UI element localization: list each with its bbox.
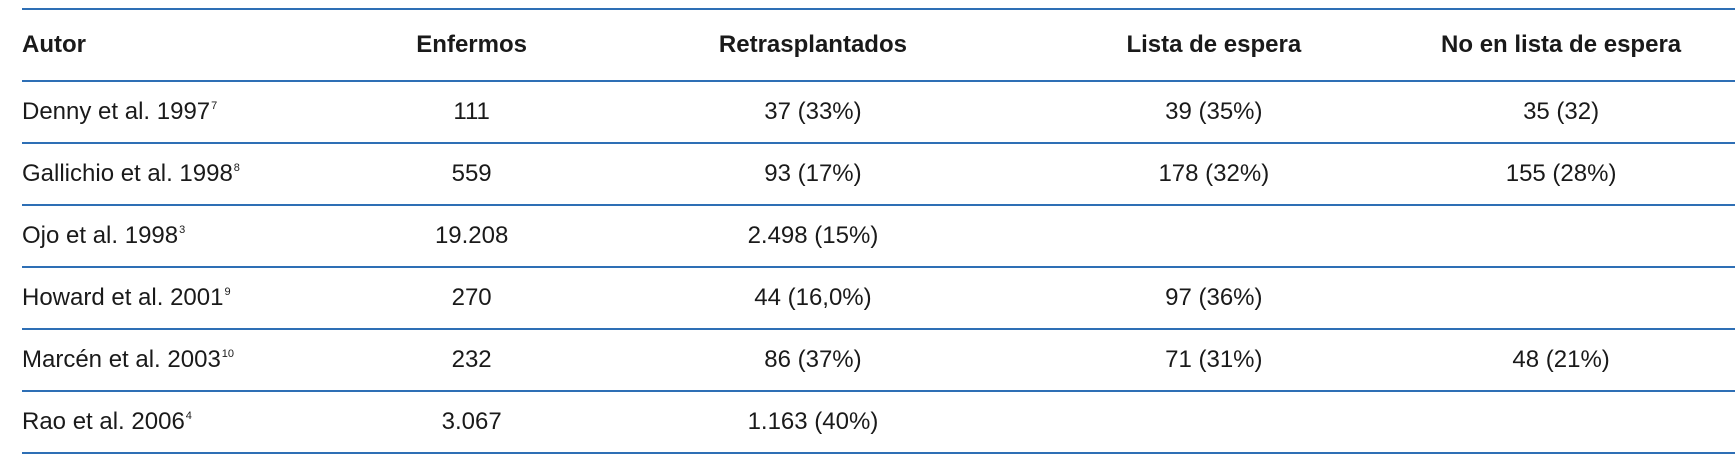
- author-cell: Gallichio et al. 19988: [22, 143, 358, 206]
- lista-espera-cell: 71 (31%): [1040, 329, 1388, 392]
- header-lista-de-espera: Lista de espera: [1040, 9, 1388, 82]
- author-cell: Rao et al. 20064: [22, 391, 358, 454]
- lista-espera-cell: 178 (32%): [1040, 143, 1388, 206]
- author-name: Howard et al. 2001: [22, 284, 224, 311]
- retrasplantados-cell: 2.498 (15%): [585, 205, 1041, 268]
- author-name: Ojo et al. 1998: [22, 222, 179, 249]
- reference-number: 4: [185, 410, 192, 422]
- header-no-en-lista: No en lista de espera: [1387, 9, 1735, 82]
- no-lista-espera-cell: [1387, 205, 1735, 268]
- table-body: Denny et al. 19977 111 37 (33%) 39 (35%)…: [22, 81, 1735, 454]
- author-name: Denny et al. 1997: [22, 98, 211, 125]
- retrasplantados-cell: 93 (17%): [585, 143, 1041, 206]
- table-row: Denny et al. 19977 111 37 (33%) 39 (35%)…: [22, 81, 1735, 144]
- no-lista-espera-cell: 155 (28%): [1387, 143, 1735, 206]
- no-lista-espera-cell: [1387, 267, 1735, 330]
- table-row: Ojo et al. 19983 19.208 2.498 (15%): [22, 205, 1735, 268]
- enfermos-cell: 19.208: [357, 205, 586, 268]
- author-cell: Ojo et al. 19983: [22, 205, 358, 268]
- header-row: Autor Enfermos Retrasplantados Lista de …: [22, 9, 1735, 82]
- reference-number: 8: [233, 162, 240, 174]
- reference-number: 9: [224, 286, 231, 298]
- header-retrasplantados: Retrasplantados: [585, 9, 1041, 82]
- retrasplantados-cell: 1.163 (40%): [585, 391, 1041, 454]
- header-autor: Autor: [22, 9, 358, 82]
- author-name: Gallichio et al. 1998: [22, 160, 233, 187]
- reference-number: 7: [211, 100, 218, 112]
- enfermos-cell: 559: [357, 143, 586, 206]
- table-row: Rao et al. 20064 3.067 1.163 (40%): [22, 391, 1735, 454]
- retransplant-table-container: Autor Enfermos Retrasplantados Lista de …: [22, 8, 1735, 454]
- retrasplantados-cell: 37 (33%): [585, 81, 1041, 144]
- reference-number: 10: [221, 348, 235, 360]
- retrasplantados-cell: 44 (16,0%): [585, 267, 1041, 330]
- no-lista-espera-cell: [1387, 391, 1735, 454]
- no-lista-espera-cell: 48 (21%): [1387, 329, 1735, 392]
- author-name: Marcén et al. 2003: [22, 346, 221, 373]
- author-cell: Howard et al. 20019: [22, 267, 358, 330]
- table-row: Gallichio et al. 19988 559 93 (17%) 178 …: [22, 143, 1735, 206]
- lista-espera-cell: 39 (35%): [1040, 81, 1388, 144]
- lista-espera-cell: 97 (36%): [1040, 267, 1388, 330]
- table-row: Howard et al. 20019 270 44 (16,0%) 97 (3…: [22, 267, 1735, 330]
- reference-number: 3: [179, 224, 186, 236]
- lista-espera-cell: [1040, 205, 1388, 268]
- author-cell: Denny et al. 19977: [22, 81, 358, 144]
- enfermos-cell: 111: [357, 81, 586, 144]
- author-name: Rao et al. 2006: [22, 408, 185, 435]
- table-row: Marcén et al. 200310 232 86 (37%) 71 (31…: [22, 329, 1735, 392]
- retrasplantados-cell: 86 (37%): [585, 329, 1041, 392]
- enfermos-cell: 270: [357, 267, 586, 330]
- table-header: Autor Enfermos Retrasplantados Lista de …: [22, 9, 1735, 82]
- lista-espera-cell: [1040, 391, 1388, 454]
- enfermos-cell: 3.067: [357, 391, 586, 454]
- author-cell: Marcén et al. 200310: [22, 329, 358, 392]
- retransplant-table: Autor Enfermos Retrasplantados Lista de …: [22, 8, 1735, 454]
- header-enfermos: Enfermos: [357, 9, 586, 82]
- enfermos-cell: 232: [357, 329, 586, 392]
- no-lista-espera-cell: 35 (32): [1387, 81, 1735, 144]
